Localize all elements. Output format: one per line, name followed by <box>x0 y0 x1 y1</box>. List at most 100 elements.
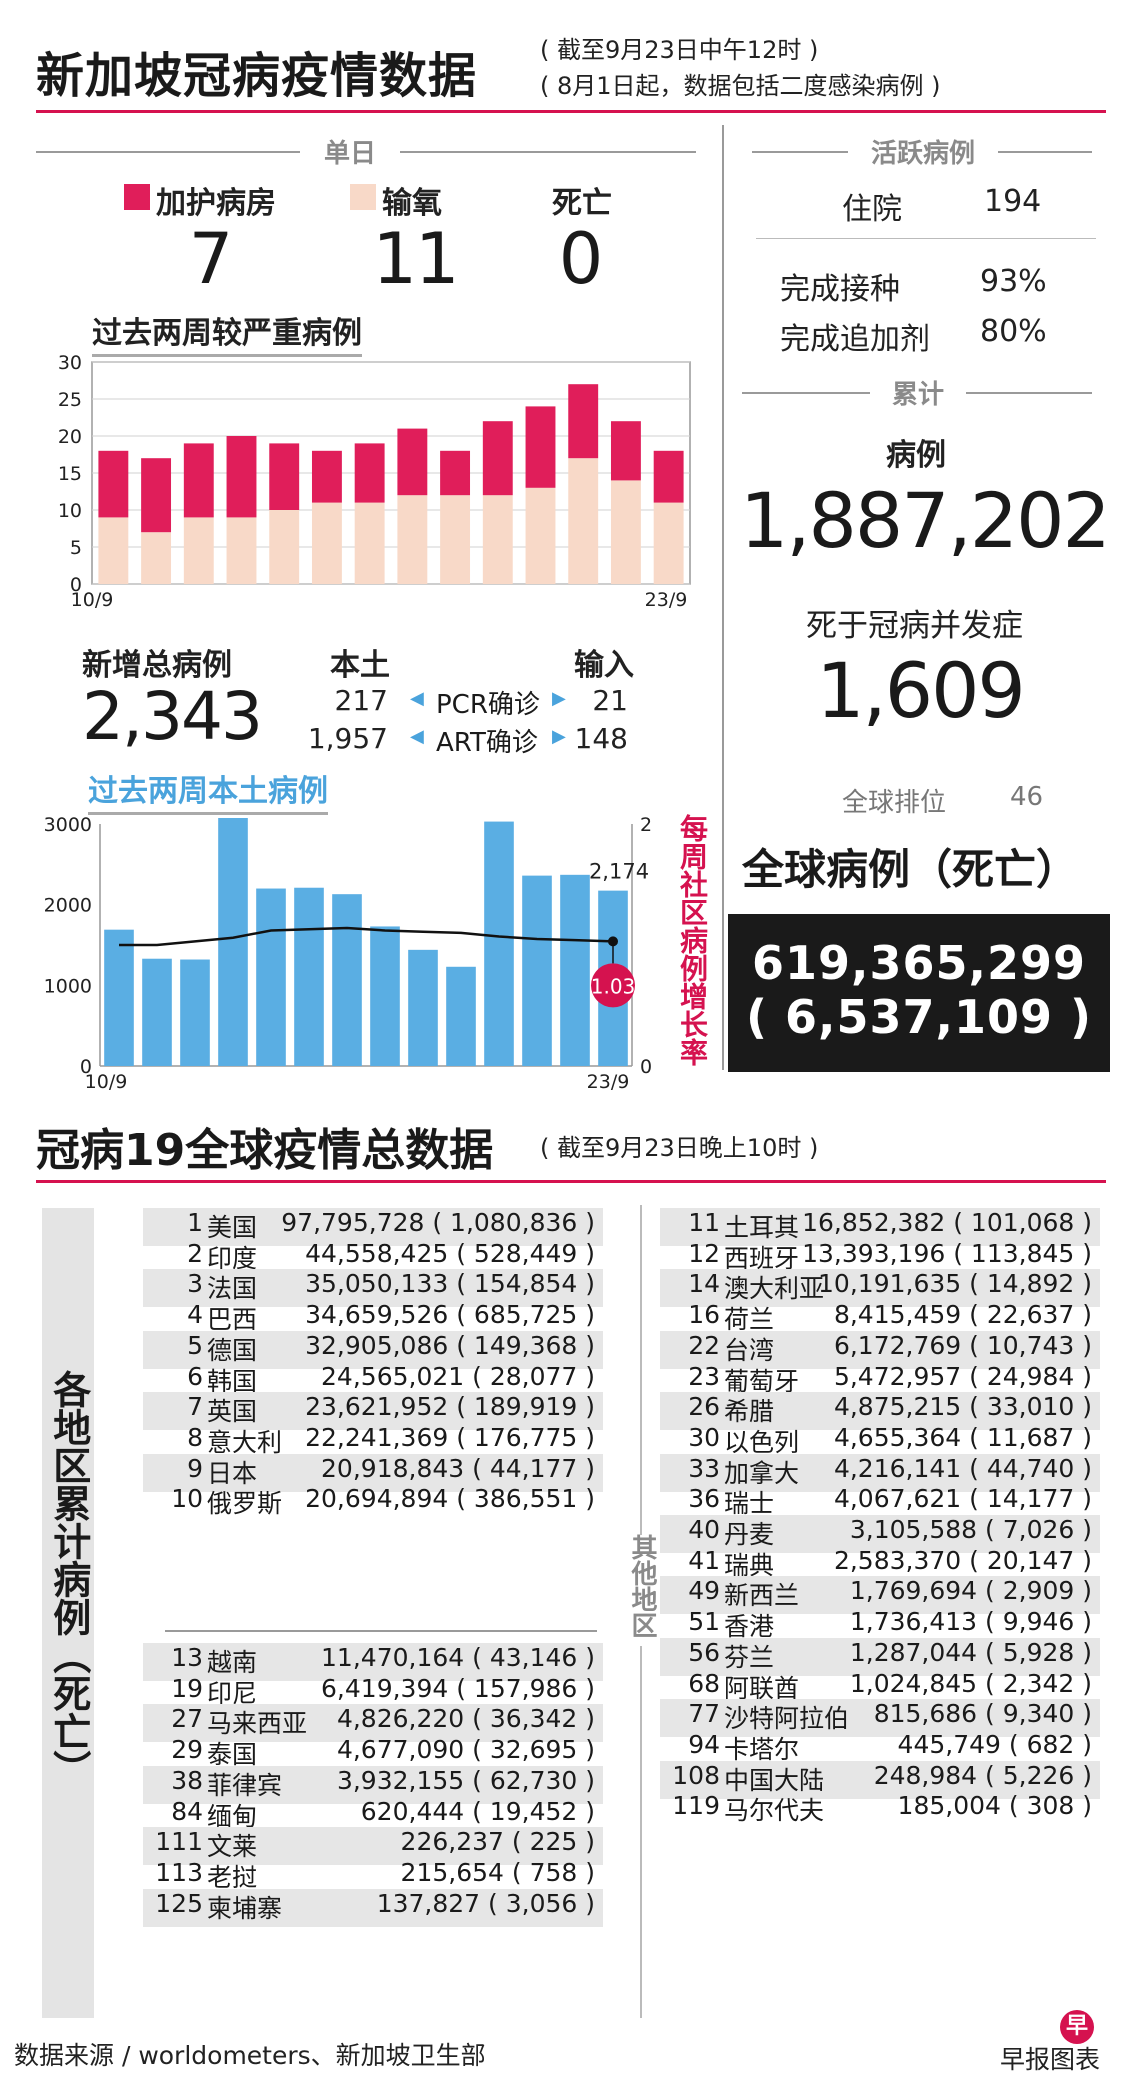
oxygen-bar <box>610 480 641 584</box>
y-tick-label: 25 <box>58 389 82 411</box>
country-name: 意大利 <box>207 1427 283 1457</box>
table-row: 29 泰国 4,677,090 ( 32,695 ) <box>143 1735 603 1773</box>
country-rank: 108 <box>672 1760 720 1790</box>
table-row: 125 柬埔寨 137,827 ( 3,056 ) <box>143 1888 603 1927</box>
oxygen-bar <box>141 532 172 584</box>
growth-rate-label: 1.03 <box>591 974 636 998</box>
country-cases-deaths: 4,067,621 ( 14,177 ) <box>833 1484 1092 1514</box>
country-rank: 30 <box>688 1422 720 1452</box>
icu-bar <box>653 450 684 503</box>
left-arrow-icon: ◀ <box>410 688 424 709</box>
country-cases-deaths: 185,004 ( 308 ) <box>897 1791 1092 1821</box>
table-row: 22 台湾 6,172,769 ( 10,743 ) <box>660 1330 1100 1369</box>
table-row: 6 韩国 24,565,021 ( 28,077 ) <box>143 1362 603 1400</box>
table-row: 19 印尼 6,419,394 ( 157,986 ) <box>143 1674 603 1712</box>
country-name: 葡萄牙 <box>724 1366 800 1396</box>
country-rank: 9 <box>187 1453 203 1483</box>
local-cases-chart: 0 1000 2000 3000 0 2 1.03 2,174 10/9 23/9 <box>44 814 652 1093</box>
oxygen-bar <box>269 510 300 584</box>
country-name: 缅甸 <box>207 1801 258 1831</box>
country-name: 加拿大 <box>724 1458 800 1488</box>
left-arrow-icon: ◀ <box>410 726 424 747</box>
active-section-label: 活跃病例 <box>848 133 998 170</box>
country-cases-deaths: 3,932,155 ( 62,730 ) <box>336 1765 595 1795</box>
country-rank: 23 <box>688 1361 720 1391</box>
deaths-value: 1,609 <box>816 646 1026 735</box>
country-rank: 11 <box>688 1208 720 1237</box>
country-cases-deaths: 4,655,364 ( 11,687 ) <box>833 1422 1092 1452</box>
oxygen-bar <box>568 458 599 584</box>
country-cases-deaths: 4,875,215 ( 33,010 ) <box>833 1392 1092 1422</box>
y-tick-label: 15 <box>58 463 82 485</box>
country-rank: 33 <box>688 1453 720 1483</box>
other-label: 其他地区 <box>627 1534 657 1638</box>
booster-label: 完成追加剂 <box>780 322 930 357</box>
y-tick-label: 2000 <box>44 895 92 917</box>
column-divider <box>722 125 724 1070</box>
country-cases-deaths: 6,172,769 ( 10,743 ) <box>833 1330 1092 1360</box>
country-cases-deaths: 226,237 ( 225 ) <box>400 1827 595 1857</box>
y-tick-label: 5 <box>70 537 82 559</box>
table-row: 12 西班牙 13,393,196 ( 113,845 ) <box>660 1239 1100 1277</box>
new-cases-total: 2,343 <box>82 678 263 755</box>
oxygen-bar <box>98 517 129 584</box>
country-name: 法国 <box>207 1274 258 1304</box>
country-rank: 94 <box>688 1729 720 1759</box>
table-row: 7 英国 23,621,952 ( 189,919 ) <box>143 1392 603 1431</box>
country-cases-deaths: 8,415,459 ( 22,637 ) <box>833 1300 1092 1330</box>
country-name: 马尔代夫 <box>724 1796 825 1826</box>
country-cases-deaths: 13,393,196 ( 113,845 ) <box>802 1238 1092 1268</box>
art-label: ART确诊 <box>436 728 538 758</box>
table-row: 11 土耳其 16,852,382 ( 101,068 ) <box>660 1208 1100 1246</box>
country-rank: 111 <box>155 1827 203 1857</box>
country-name: 瑞典 <box>724 1550 775 1580</box>
y-tick-label: 3000 <box>44 814 92 836</box>
table-row: 8 意大利 22,241,369 ( 176,775 ) <box>143 1423 603 1461</box>
table-row: 2 印度 44,558,425 ( 528,449 ) <box>143 1239 603 1277</box>
last-bar-label: 2,174 <box>589 860 649 884</box>
y-tick-label: 0 <box>80 1056 92 1078</box>
icu-bar <box>482 421 513 496</box>
local-case-bar <box>294 887 324 1066</box>
cases-value: 1,887,202 <box>740 476 1111 565</box>
country-name: 越南 <box>207 1648 258 1677</box>
country-cases-deaths: 20,694,894 ( 386,551 ) <box>305 1484 595 1514</box>
country-rank: 22 <box>688 1330 720 1360</box>
country-rank: 40 <box>688 1515 720 1544</box>
right-arrow-icon: ▶ <box>552 688 566 709</box>
global-deaths: ( 6,537,109 ) <box>745 990 1093 1044</box>
vaccinated-label: 完成接种 <box>780 272 900 307</box>
country-rank: 125 <box>155 1888 203 1918</box>
y-tick-label: 20 <box>58 426 82 448</box>
country-rank: 41 <box>688 1545 720 1575</box>
country-rank: 10 <box>171 1484 203 1514</box>
country-name: 新西兰 <box>724 1581 800 1611</box>
header-rule <box>36 110 1106 113</box>
country-rank: 7 <box>187 1392 203 1422</box>
side-label: 各地区累计病例（死亡） <box>46 1370 91 1788</box>
local-case-bar <box>484 821 514 1066</box>
country-cases-deaths: 4,677,090 ( 32,695 ) <box>336 1735 595 1765</box>
oxygen-bar <box>440 495 471 584</box>
country-name: 瑞士 <box>724 1489 775 1519</box>
vaccinated-value: 93% <box>980 264 1047 299</box>
growth-rate-badge <box>591 963 635 1008</box>
country-cases-deaths: 34,659,526 ( 685,725 ) <box>305 1300 595 1330</box>
local-case-bar <box>256 888 286 1066</box>
x-tick-label: 10/9 <box>85 1071 128 1093</box>
country-name: 日本 <box>207 1458 258 1488</box>
icu-bar <box>610 421 641 481</box>
country-name: 马来西亚 <box>207 1709 308 1739</box>
icu-bar <box>269 443 300 510</box>
y-tick-label: 30 <box>58 352 82 374</box>
table-row: 26 希腊 4,875,215 ( 33,010 ) <box>660 1392 1100 1431</box>
new-cases-title: 新增总病例 <box>82 648 232 683</box>
country-rank: 27 <box>171 1704 203 1734</box>
country-name: 美国 <box>207 1213 258 1242</box>
page-title: 新加坡冠病疫情数据 <box>36 48 478 104</box>
icu-bar <box>98 450 129 518</box>
right-arrow-icon: ▶ <box>552 726 566 747</box>
icu-bar <box>226 436 257 518</box>
country-cases-deaths: 2,583,370 ( 20,147 ) <box>833 1545 1092 1575</box>
table-row: 4 巴西 34,659,526 ( 685,725 ) <box>143 1300 603 1338</box>
